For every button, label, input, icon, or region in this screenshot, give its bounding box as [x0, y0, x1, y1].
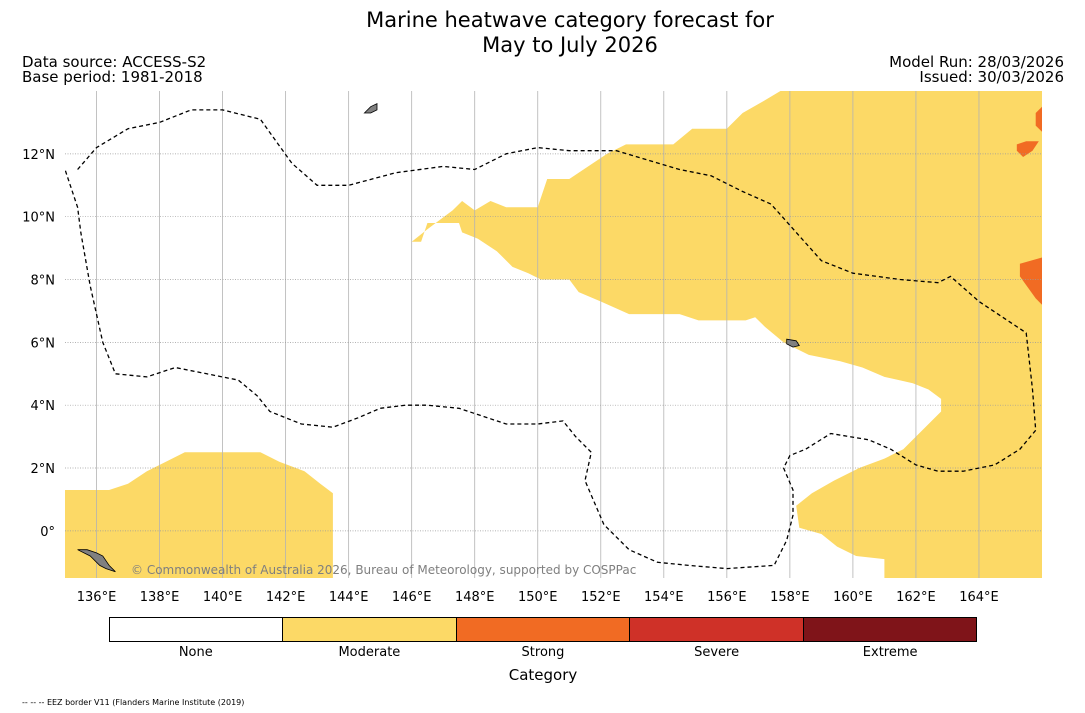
x-tick-label: 156°E — [707, 590, 747, 605]
colorbar-label-moderate: Moderate — [338, 645, 401, 660]
eez-footnote: -- -- -- EEZ border V11 (Flanders Marine… — [22, 698, 245, 707]
x-tick-label: 148°E — [455, 590, 495, 605]
x-tick-label: 164°E — [959, 590, 999, 605]
colorbar-segment-severe — [630, 618, 804, 641]
issued-date: Issued: 30/03/2026 — [919, 68, 1064, 86]
heatwave-region-strong — [1019, 257, 1042, 305]
x-tick-label: 144°E — [329, 590, 369, 605]
colorbar — [109, 617, 977, 642]
meta-right: Model Run: 28/03/2026 Issued: 30/03/2026 — [889, 55, 1064, 85]
x-tick-label: 162°E — [896, 590, 936, 605]
data-source: Data source: ACCESS-S2 — [22, 53, 207, 71]
y-tick-label: 4°N — [31, 399, 56, 414]
model-run: Model Run: 28/03/2026 — [889, 53, 1064, 71]
x-tick-label: 146°E — [392, 590, 432, 605]
heatwave-region-strong — [1016, 141, 1039, 157]
x-tick-label: 136°E — [77, 590, 117, 605]
x-tick-label: 140°E — [203, 590, 243, 605]
heatwave-region-strong — [1035, 106, 1042, 132]
colorbar-segment-none — [110, 618, 284, 641]
x-tick-label: 138°E — [140, 590, 180, 605]
colorbar-label-severe: Severe — [694, 645, 740, 660]
y-tick-label: 0° — [40, 525, 55, 540]
y-tick-label: 8°N — [31, 274, 56, 289]
colorbar-segment-moderate — [283, 618, 457, 641]
x-tick-label: 152°E — [581, 590, 621, 605]
x-tick-label: 150°E — [518, 590, 558, 605]
title-line-2: May to July 2026 — [482, 33, 658, 57]
colorbar-segment-extreme — [803, 618, 977, 641]
title-line-1: Marine heatwave category forecast for — [366, 8, 774, 32]
x-tick-label: 142°E — [266, 590, 306, 605]
eez-border — [65, 109, 1037, 570]
y-tick-label: 12°N — [22, 148, 55, 163]
island-landmass — [363, 102, 378, 114]
island-landmass — [77, 549, 116, 573]
colorbar-labels: None Moderate Strong Severe Extreme — [109, 645, 977, 660]
x-tick-label: 160°E — [833, 590, 873, 605]
colorbar-label-extreme: Extreme — [862, 645, 918, 660]
colorbar-segment-strong — [456, 618, 631, 641]
x-tick-label: 158°E — [770, 590, 810, 605]
copyright-credit: © Commonwealth of Australia 2026, Bureau… — [131, 563, 636, 577]
heatwave-region-moderate — [411, 91, 1042, 578]
heatwave-region-moderate — [65, 452, 333, 578]
x-tick-label: 154°E — [644, 590, 684, 605]
colorbar-label-none: None — [178, 645, 213, 660]
y-tick-label: 10°N — [22, 211, 55, 226]
y-tick-label: 2°N — [31, 462, 56, 477]
forecast-map: © Commonwealth of Australia 2026, Bureau… — [22, 91, 1042, 605]
base-period: Base period: 1981-2018 — [22, 68, 203, 86]
plot-area: © Commonwealth of Australia 2026, Bureau… — [65, 91, 1042, 578]
colorbar-label-strong: Strong — [521, 645, 565, 660]
meta-left: Data source: ACCESS-S2 Base period: 1981… — [22, 55, 206, 85]
island-landmass — [786, 338, 800, 348]
y-tick-label: 6°N — [31, 336, 56, 351]
chart-title: Marine heatwave category forecast for Ma… — [0, 8, 1085, 58]
colorbar-title: Category — [508, 666, 578, 684]
